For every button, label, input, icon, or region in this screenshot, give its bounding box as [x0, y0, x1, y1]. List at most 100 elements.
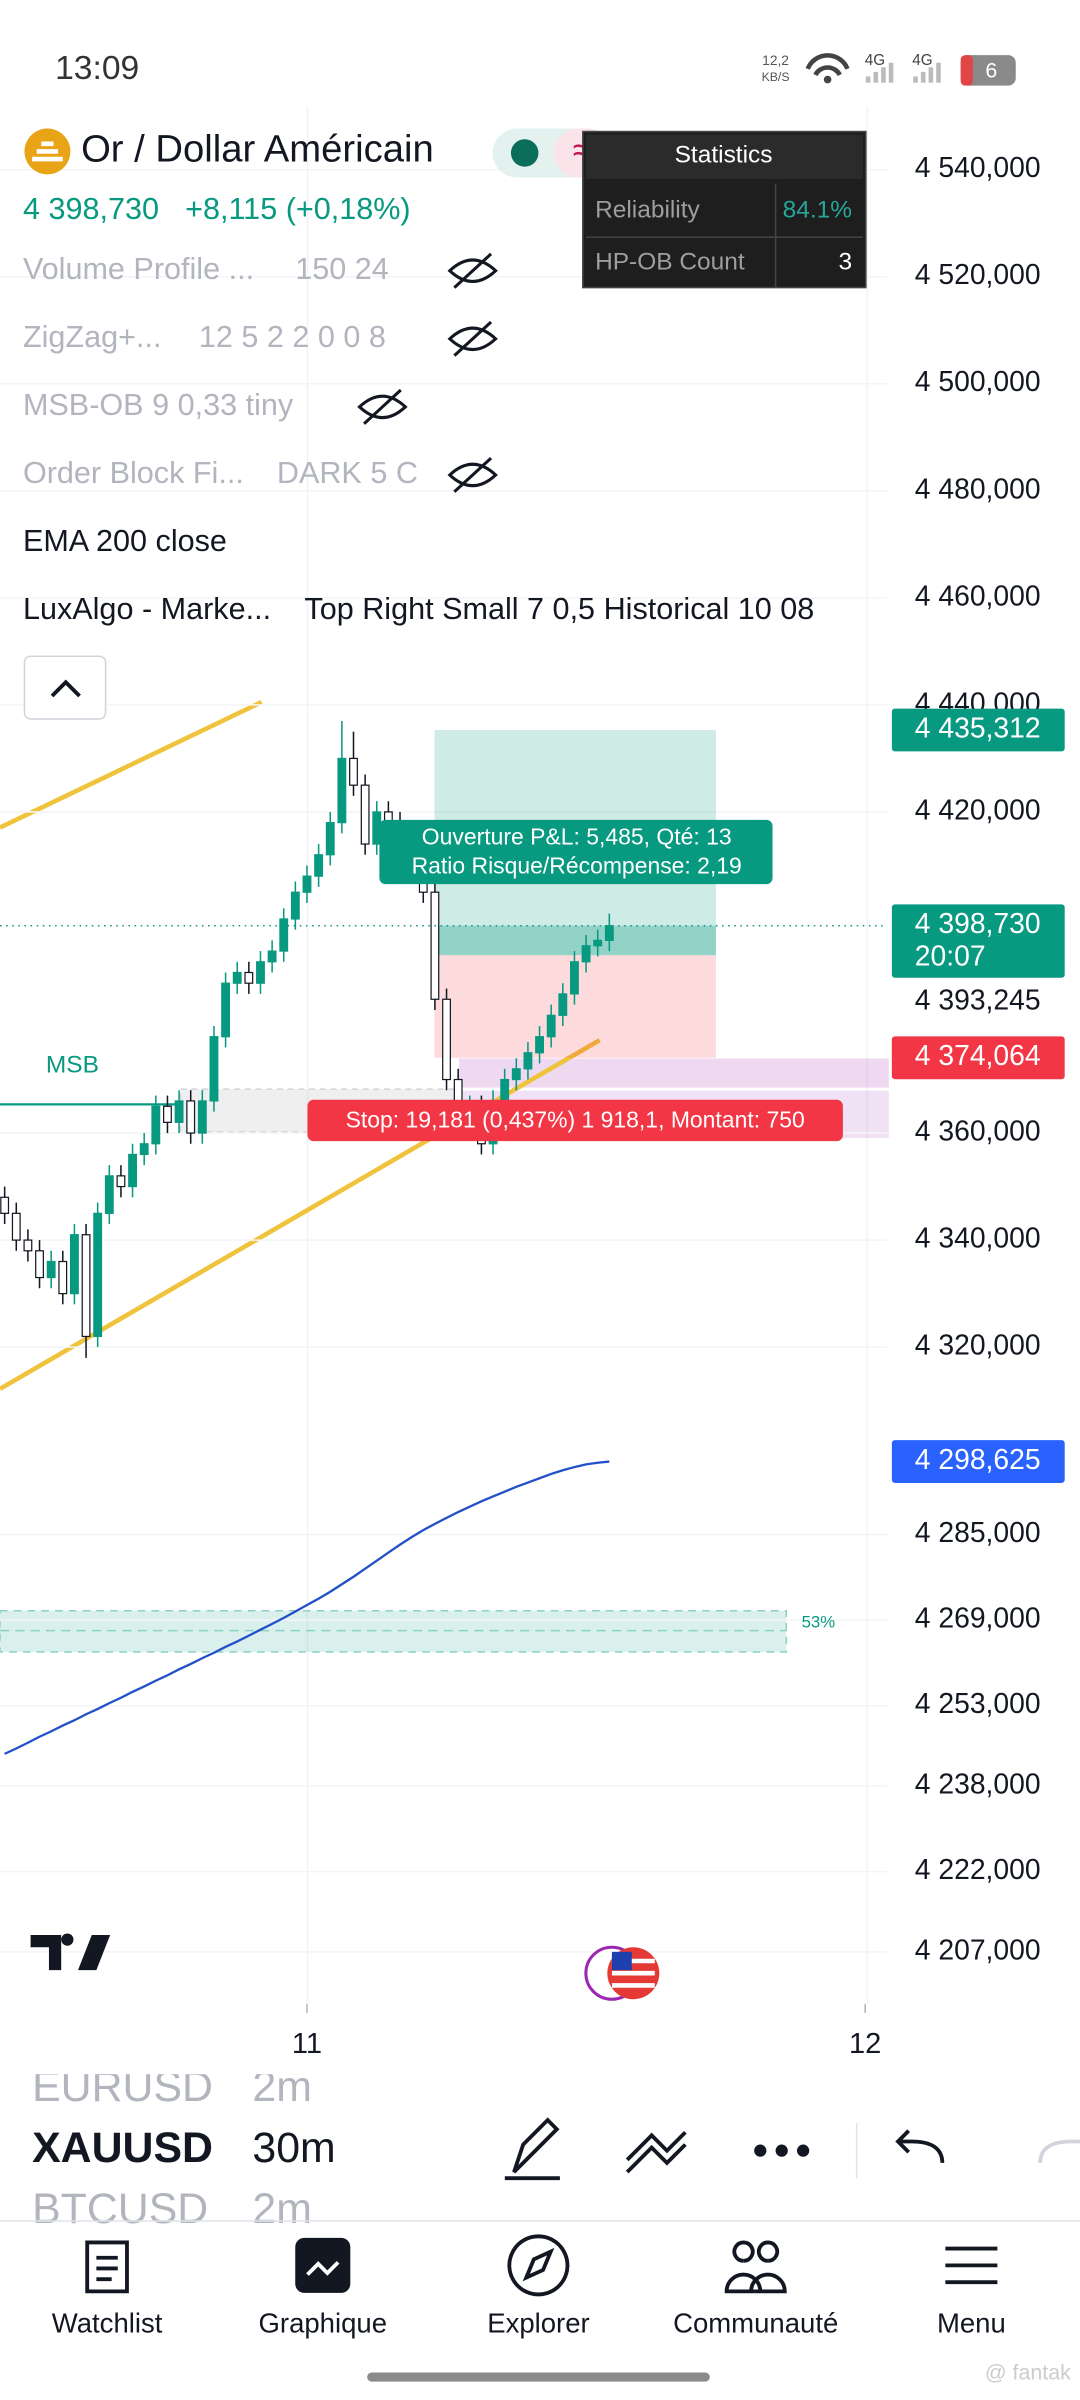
candle-body [174, 1100, 184, 1123]
wifi-icon [805, 53, 850, 77]
hidden-icon[interactable] [447, 252, 498, 289]
price-label-time: 20:07 [915, 939, 986, 971]
draw-tool[interactable] [504, 2117, 560, 2181]
battery-level [960, 55, 973, 86]
collapse-button[interactable] [23, 655, 107, 720]
candle-body [360, 784, 370, 845]
stat-label: Reliability [595, 197, 700, 224]
hidden-icon[interactable] [357, 388, 408, 425]
nav-label[interactable]: Watchlist [52, 2307, 163, 2338]
nav-label[interactable]: Menu [937, 2307, 1006, 2338]
symbol-price: 4 398,730 [23, 192, 159, 226]
indicator-name[interactable]: EMA 200 close [23, 524, 227, 558]
y-tick-label: 4 253,000 [915, 1687, 1041, 1719]
candle-body [442, 998, 451, 1081]
wifi-icon [823, 75, 832, 84]
y-tick-label: 4 480,000 [915, 472, 1041, 504]
statistics-header [585, 134, 863, 179]
price-label: 4 398,730 [915, 907, 1041, 939]
candle-body [58, 1260, 68, 1295]
toolbar-interval[interactable]: 30m [252, 2124, 335, 2172]
candle-body [244, 971, 254, 984]
pnl-label: Ratio Risque/Récompense: 2,19 [412, 852, 742, 878]
candle-body [349, 757, 358, 786]
indicator-name[interactable]: LuxAlgo - Marke... [23, 592, 271, 626]
toolbar-interval[interactable]: 2m [252, 2185, 312, 2233]
nav-icon[interactable] [507, 2234, 570, 2297]
signal-label: 4G [912, 52, 932, 69]
indicator-params: 12 5 2 2 0 0 8 [199, 320, 386, 354]
nav-label[interactable]: Communauté [673, 2307, 838, 2338]
price-label-box [891, 708, 1065, 752]
redo-icon[interactable] [1038, 2139, 1080, 2164]
candle-body [104, 1175, 114, 1214]
x-tick-label: 11 [292, 2028, 322, 2060]
indicator-name[interactable]: Volume Profile ... [23, 252, 254, 286]
y-tick-label: 4 500,000 [915, 365, 1041, 397]
tv-logo [30, 1933, 111, 1971]
candle-body [325, 822, 335, 856]
candle-body [81, 1234, 91, 1338]
y-tick-label: 4 269,000 [915, 1602, 1041, 1634]
signal-label: 4G [865, 52, 885, 69]
nav-icon[interactable] [945, 2246, 998, 2285]
stat-value: 3 [838, 249, 852, 276]
y-tick-label: 4 340,000 [915, 1222, 1041, 1254]
y-tick-label: 4 320,000 [915, 1329, 1041, 1361]
indicator-name[interactable]: ZigZag+... [23, 320, 162, 354]
price-label-box [891, 1036, 1065, 1080]
undo-icon[interactable] [895, 2129, 945, 2164]
candle-body [511, 1068, 521, 1081]
y-tick-label: 4 207,000 [915, 1933, 1041, 1965]
candle-body [290, 891, 300, 920]
candle-body [546, 1014, 556, 1038]
zone [0, 1609, 788, 1653]
indicator-name[interactable]: Order Block Fi... [23, 456, 244, 490]
price-label: 4 374,064 [915, 1039, 1041, 1071]
pnl-label-box [379, 819, 773, 885]
pnl-label: Ouverture P&L: 5,485, Qté: 13 [422, 823, 732, 849]
candle-body [139, 1143, 149, 1156]
candle-body [186, 1100, 196, 1134]
line-tool[interactable] [625, 2130, 687, 2174]
more-icon[interactable] [754, 2144, 767, 2157]
candle-body [35, 1250, 44, 1279]
bottom-nav: Watchlist Graphique Explorer Communauté Menu [52, 2234, 1006, 2338]
y-tick-label: 4 238,000 [915, 1767, 1041, 1799]
nav-icon[interactable] [306, 2260, 340, 2276]
nav-icon[interactable] [724, 2240, 787, 2294]
toolbar-symbol[interactable]: XAUUSD [32, 2124, 213, 2172]
price-label: 4 435,312 [915, 711, 1041, 743]
more-icon[interactable] [775, 2144, 788, 2157]
hidden-icon[interactable] [447, 320, 498, 357]
clock: 13:09 [55, 50, 139, 87]
candle-body [232, 971, 242, 984]
candle-body [535, 1036, 544, 1054]
candle-body [267, 950, 277, 963]
candle-body [128, 1153, 138, 1188]
nav-label[interactable]: Explorer [487, 2307, 589, 2338]
indicator-name[interactable]: MSB-OB 9 0,33 tiny [23, 388, 294, 422]
zone-label: 53% [802, 1612, 836, 1631]
y-tick-label: 4 285,000 [915, 1516, 1041, 1548]
candle-body [604, 925, 614, 941]
toolbar-symbol[interactable]: BTCUSD [32, 2185, 208, 2233]
candle-body [116, 1175, 126, 1188]
y-tick-label: 4 520,000 [915, 258, 1041, 290]
toolbar-mask [0, 2065, 459, 2075]
nav-icon[interactable] [85, 2240, 129, 2294]
more-icon[interactable] [796, 2144, 810, 2157]
candle-body [570, 961, 579, 995]
price-label: 4 298,625 [915, 1443, 1041, 1475]
symbol-name[interactable]: Or / Dollar Américain [81, 128, 434, 171]
nav-label[interactable]: Graphique [259, 2307, 388, 2338]
flag-icon [611, 1951, 632, 1971]
hidden-icon[interactable] [447, 456, 498, 493]
net-speed: 12,2 [762, 53, 789, 68]
indicator-params: DARK 5 C [277, 456, 418, 490]
candle-body [430, 891, 440, 1000]
stop-label-box [307, 1099, 843, 1142]
nav-icon[interactable] [295, 2237, 351, 2293]
y-tick-label: 4 222,000 [915, 1853, 1041, 1885]
